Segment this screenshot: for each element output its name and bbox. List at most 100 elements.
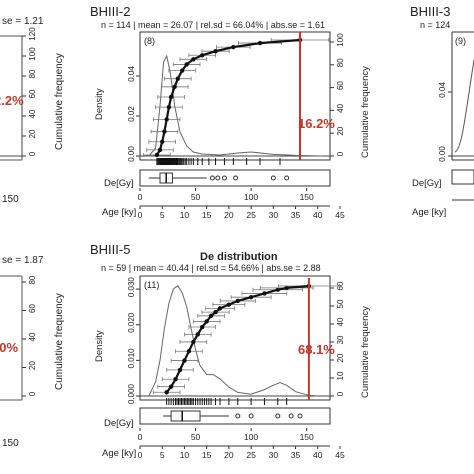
cum-tick-label: 20 [28, 361, 37, 370]
cum-tick-label: 20 [336, 126, 345, 135]
cum-tick-label: 120 [28, 27, 37, 41]
cum-tick-label: 80 [336, 58, 345, 67]
age-tick-label: 0 [138, 450, 143, 460]
panel-left-top: se = 1.21 2.2% 0 20 40 60 80 100 120 Cumulativ… [0, 16, 65, 205]
cum-tick-label: 10 [336, 371, 345, 380]
cum-tick-label: 80 [28, 275, 37, 284]
bhiii-3-age-label: Age [ky] [412, 207, 446, 218]
density-tick-label: 0.020 [127, 312, 136, 333]
panel-bhiii-3: BHIII-3 n = 124 (9) 0.00 0.04 De[Gy] Age … [410, 4, 474, 218]
bhiii-2-sample-label: BHIII-2 [90, 4, 130, 19]
left-bottom-cum-axis-label: Cumulative frequency [54, 293, 65, 390]
boxplot-box [170, 410, 201, 422]
density-tick-label: 0.00 [438, 146, 447, 162]
bhiii-5-de-label: De[Gy] [104, 418, 134, 429]
density-tick-label: 0.04 [438, 82, 447, 98]
density-tick-label: 0.04 [127, 66, 136, 82]
boxplot-outlier [235, 413, 241, 419]
boxplot-outlier [233, 175, 239, 181]
bhiii-3-boxplot-frame [451, 169, 474, 185]
cum-tick-label: 100 [336, 33, 345, 47]
bhiii-2-percent-label: 16.2% [298, 116, 335, 131]
density-tick-label: 0.030 [127, 277, 136, 298]
cumulative-curve [155, 38, 301, 156]
bhiii-5-title: De distribution [200, 251, 278, 263]
cum-tick-label: 30 [336, 335, 345, 344]
bhiii-3-panel-index: (9) [455, 36, 466, 46]
age-tick-label: 20 [224, 210, 234, 220]
boxplot-outlier [248, 413, 254, 419]
bhiii-2-age-label: Age [ky] [102, 207, 136, 218]
age-tick-label: 25 [246, 450, 256, 460]
cum-tick-label: 20 [28, 129, 37, 138]
age-tick-label: 10 [180, 450, 190, 460]
bhiii-5-percent-label: 68.1% [298, 342, 335, 357]
de-tick-label: 0 [138, 432, 143, 442]
cumulative-curve [165, 284, 309, 393]
bhiii-2-plot-frame [139, 31, 331, 161]
bhiii-5-cum-label: Cumulative frequency [360, 306, 371, 398]
boxplot-outlier [288, 413, 294, 419]
de-tick-label: 100 [244, 432, 258, 442]
age-tick-label: 45 [335, 450, 345, 460]
cum-tick-label: 40 [336, 317, 345, 326]
age-tick-label: 35 [291, 450, 301, 460]
left-bottom-bottom-tick: 150 [2, 438, 19, 449]
bhiii-3-sample-label: BHIII-3 [410, 4, 450, 19]
bhiii-2-de-label: De[Gy] [104, 178, 134, 189]
panel-bhiii-5: BHIII-5 De distribution n = 59 | mean = … [90, 242, 371, 460]
cum-tick-label: 100 [28, 47, 37, 61]
panel-bhiii-2: BHIII-2 n = 114 | mean = 26.07 | rel.sd … [90, 4, 371, 220]
boxplot-outlier [297, 413, 303, 419]
age-tick-label: 30 [269, 210, 279, 220]
cum-tick-label: 0 [336, 391, 345, 396]
age-tick-label: 20 [224, 450, 234, 460]
density-tick-label: 0.000 [127, 383, 136, 404]
bhiii-2-cum-label: Cumulative frequency [360, 66, 371, 158]
cum-tick-label: 40 [28, 332, 37, 341]
de-tick-label: 100 [244, 192, 258, 202]
boxplot-outlier [215, 175, 221, 181]
bhiii-3-de-label: De[Gy] [412, 178, 442, 189]
cum-tick-label: 0 [28, 151, 37, 156]
cum-tick-label: 40 [336, 103, 345, 112]
cum-tick-label: 50 [336, 299, 345, 308]
left-top-percent-label: 2.2% [0, 93, 24, 108]
cum-tick-label: 40 [28, 109, 37, 118]
boxplot-outlier [209, 175, 215, 181]
cum-tick-label: 80 [28, 69, 37, 78]
cum-tick-label: 0 [336, 151, 345, 156]
bhiii-2-stats: n = 114 | mean = 26.07 | rel.sd = 66.04%… [101, 20, 325, 30]
left-top-stats-fragment: se = 1.21 [2, 16, 44, 27]
cum-tick-label: 60 [28, 89, 37, 98]
left-bottom-percent-label: 50% [0, 340, 18, 355]
boxplot-outlier [270, 175, 276, 181]
density-curve [148, 284, 318, 397]
de-tick-label: 50 [191, 192, 201, 202]
bhiii-2-density-label: Density [94, 88, 105, 120]
age-tick-label: 5 [160, 450, 165, 460]
bhiii-2-panel-index: (8) [144, 36, 155, 46]
age-tick-label: 35 [291, 210, 301, 220]
panel-left-bottom: se = 1.87 50% 0 20 40 60 80 Cumulative frequ… [0, 255, 65, 449]
bhiii-5-stats: n = 59 | mean = 40.44 | rel.sd = 54.66% … [101, 263, 321, 273]
bhiii-5-panel-index: (11) [144, 280, 159, 290]
boxplot-frame [139, 407, 331, 425]
bhiii-5-sample-label: BHIII-5 [90, 242, 130, 257]
bhiii-5-plot-frame [139, 275, 331, 401]
bhiii-3-density-curve-fragment [454, 59, 474, 153]
boxplot-outlier [275, 413, 281, 419]
density-curve [148, 54, 323, 157]
bhiii-3-stats-fragment: n = 124 [420, 20, 450, 30]
age-tick-label: 0 [138, 210, 143, 220]
age-tick-label: 45 [335, 210, 345, 220]
age-tick-label: 15 [202, 210, 212, 220]
bhiii-5-density-label: Density [94, 330, 105, 362]
age-tick-label: 25 [246, 210, 256, 220]
age-tick-label: 40 [313, 210, 323, 220]
left-bottom-stats-fragment: se = 1.87 [2, 255, 44, 266]
age-tick-label: 5 [160, 210, 165, 220]
cum-tick-label: 60 [336, 81, 345, 90]
age-tick-label: 30 [269, 450, 279, 460]
cum-tick-label: 0 [28, 391, 37, 396]
